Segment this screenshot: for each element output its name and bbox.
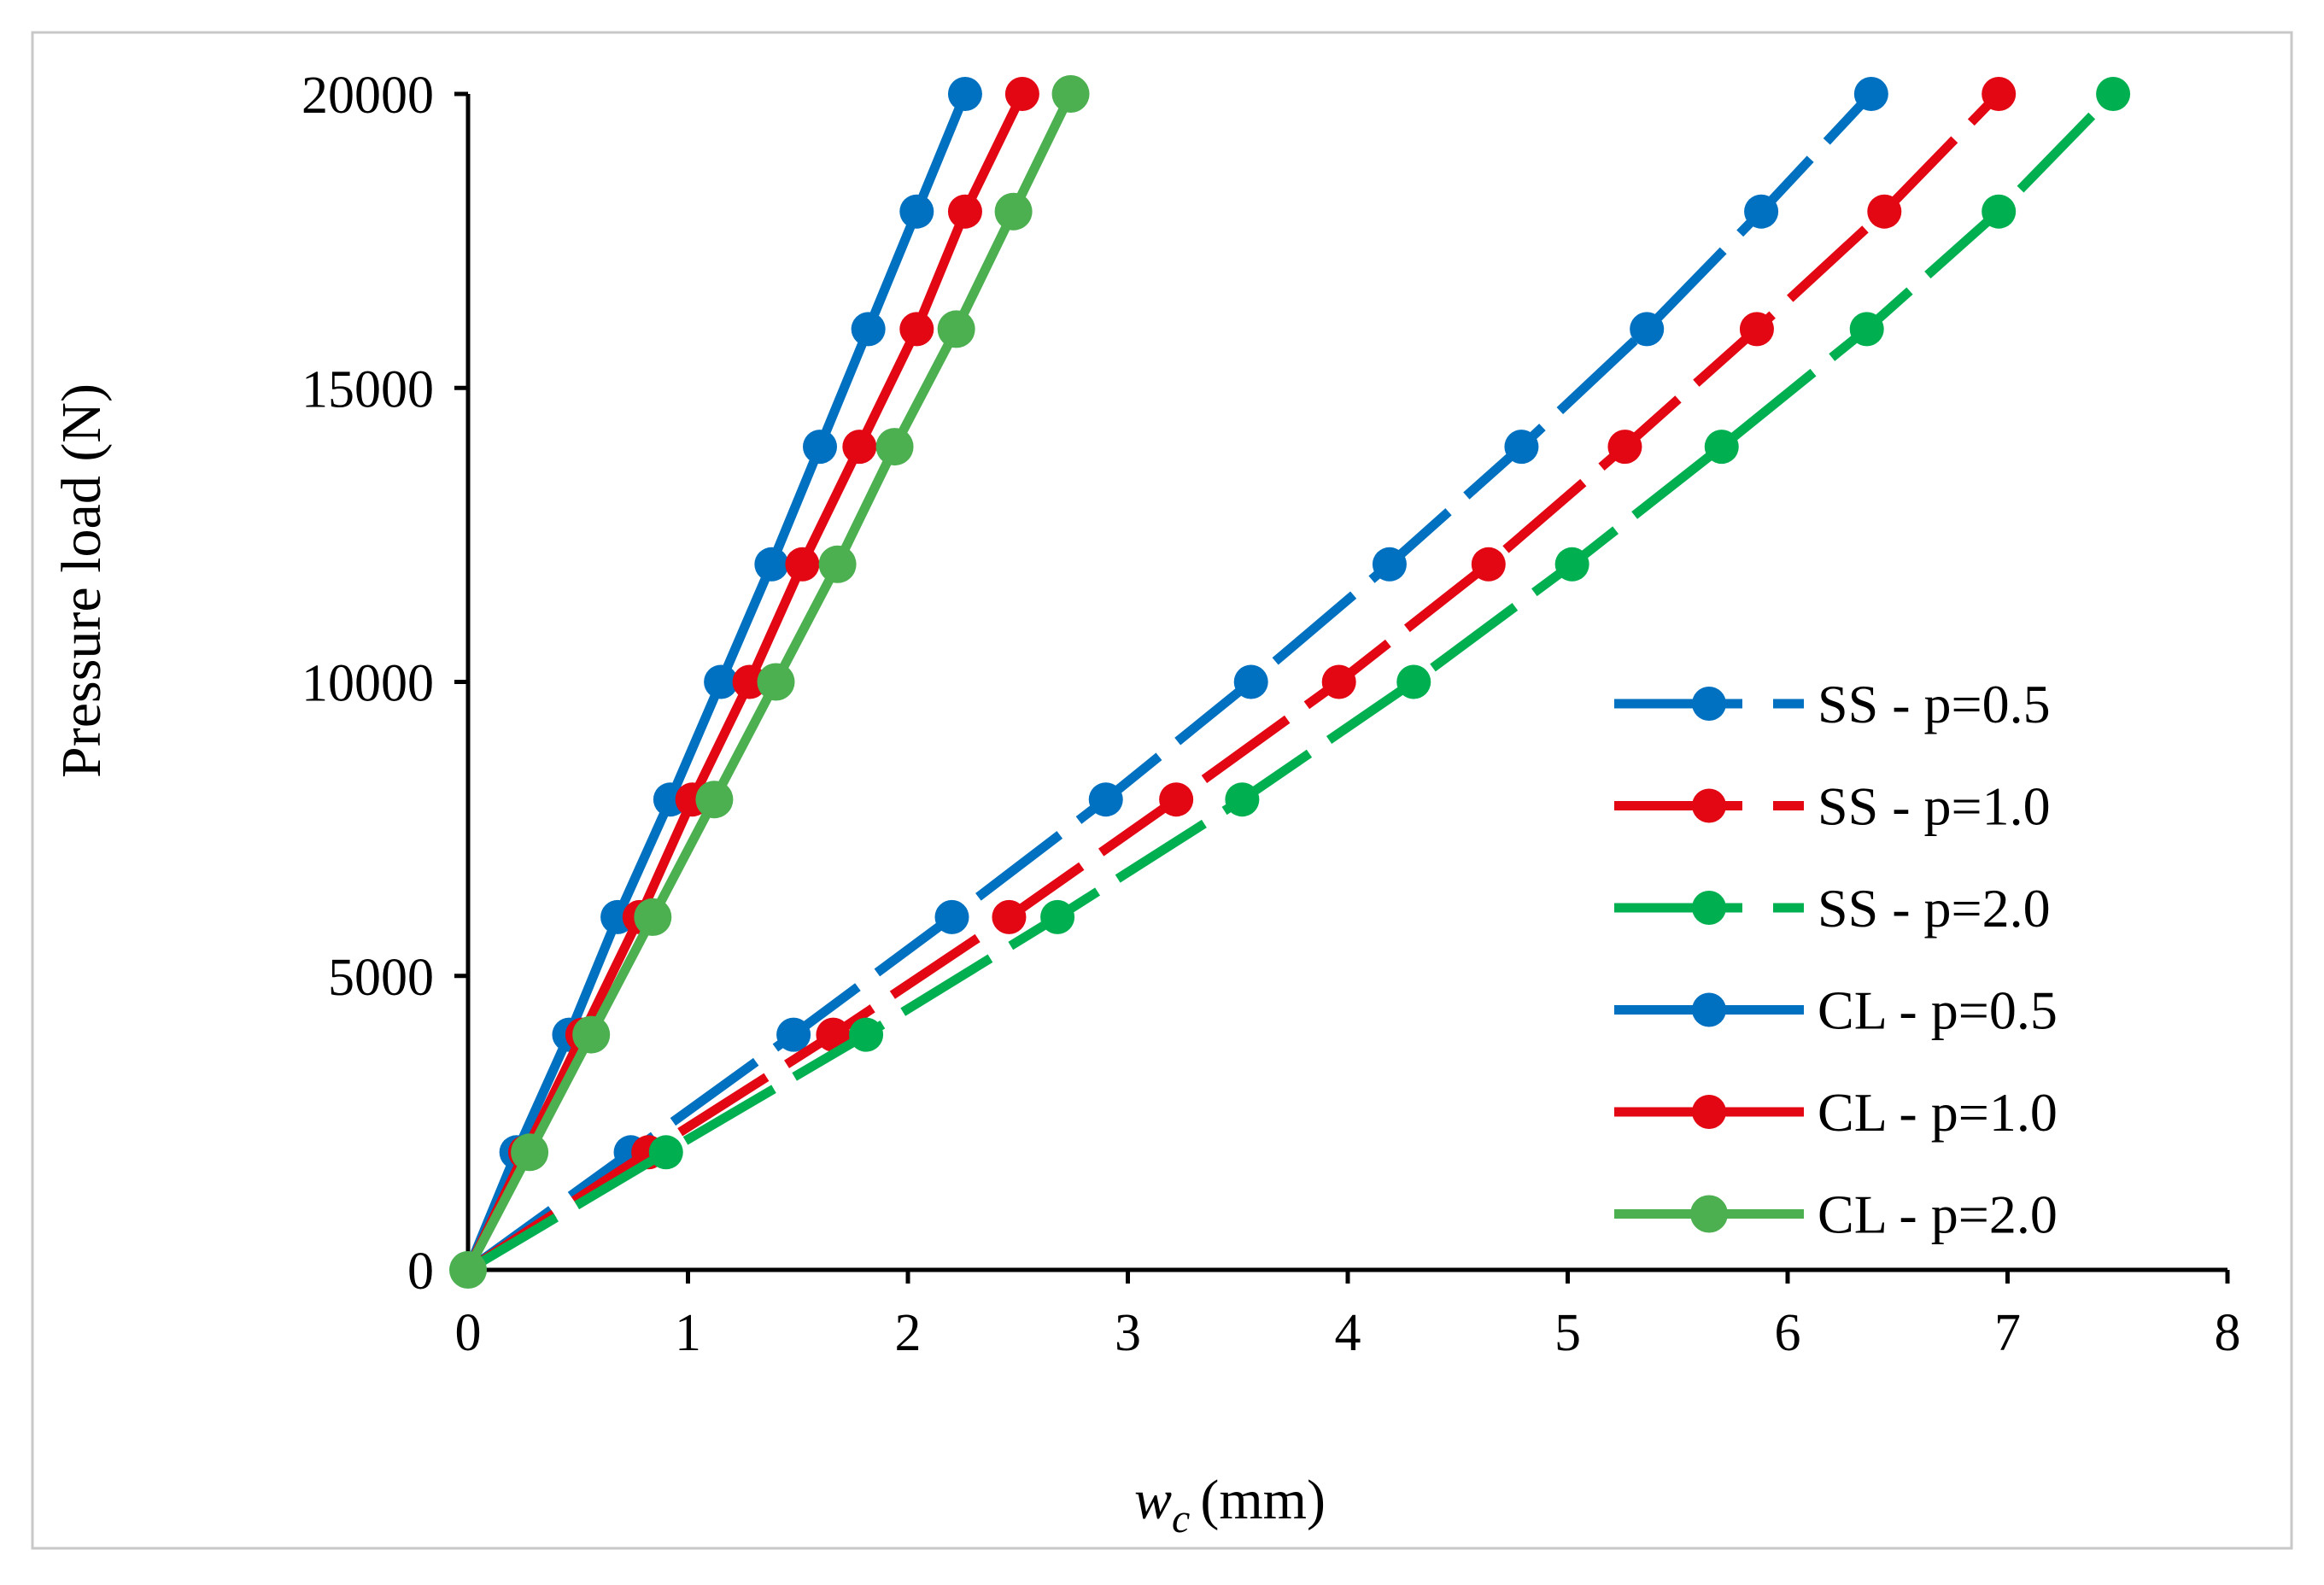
data-point xyxy=(1321,664,1356,699)
data-point xyxy=(803,430,837,465)
data-point xyxy=(648,1135,683,1170)
data-point xyxy=(704,664,739,699)
data-point xyxy=(785,547,820,582)
data-point xyxy=(992,899,1027,934)
data-point xyxy=(934,899,969,934)
data-point xyxy=(1704,430,1739,465)
y-tick-label: 10000 xyxy=(301,655,434,713)
data-point xyxy=(816,1017,851,1052)
data-point xyxy=(851,312,886,347)
legend-entry: SS - p=1.0 xyxy=(1614,776,2051,837)
series-line xyxy=(465,91,2117,1274)
legend-marker xyxy=(1692,687,1726,721)
x-tick-label: 6 xyxy=(1775,1304,1801,1362)
y-tick-label: 0 xyxy=(407,1243,434,1301)
data-point xyxy=(1853,77,1888,111)
legend-label: SS - p=1.0 xyxy=(1818,776,2051,837)
legend-marker xyxy=(1692,992,1726,1027)
y-tick-label: 5000 xyxy=(328,949,434,1007)
legend-entry: SS - p=2.0 xyxy=(1614,878,2051,939)
data-point xyxy=(732,664,767,699)
data-point xyxy=(1554,547,1589,582)
data-point xyxy=(776,1017,811,1052)
legend-label: SS - p=2.0 xyxy=(1818,878,2051,939)
plot-area xyxy=(449,75,2131,1289)
data-point xyxy=(1607,430,1642,465)
data-point xyxy=(695,781,734,819)
data-point xyxy=(1372,547,1407,582)
data-point xyxy=(757,663,795,701)
x-tick-label: 4 xyxy=(1335,1304,1361,1362)
legend: SS - p=0.5 SS - p=1.0 SS - p=2.0 CL - p=0.5… xyxy=(1614,674,2058,1245)
axes: 0 5000 10000 15000 20000 0 1 2 3 4 5 6 7 8 xyxy=(301,67,2241,1362)
data-point xyxy=(994,192,1033,231)
data-point xyxy=(875,428,914,466)
data-point xyxy=(511,1133,549,1172)
series-ss-p-2-0 xyxy=(451,77,2131,1287)
x-tick-label: 0 xyxy=(455,1304,482,1362)
x-tick-label: 2 xyxy=(895,1304,922,1362)
data-point xyxy=(899,194,934,229)
data-point xyxy=(1982,194,2017,229)
legend-entry: CL - p=0.5 xyxy=(1614,980,2058,1041)
data-point xyxy=(1739,312,1774,347)
data-point xyxy=(572,1015,611,1054)
legend-label: CL - p=0.5 xyxy=(1818,980,2058,1041)
data-point xyxy=(818,545,857,583)
data-point xyxy=(1982,77,2017,111)
legend-marker xyxy=(1692,1095,1726,1129)
y-tick-label: 20000 xyxy=(301,67,434,125)
data-point xyxy=(937,310,975,348)
x-tick-label: 7 xyxy=(1994,1304,2021,1362)
data-point xyxy=(849,1017,884,1052)
data-point xyxy=(1630,312,1665,347)
data-point xyxy=(449,1251,487,1289)
data-point xyxy=(1504,430,1539,465)
x-tick-label: 1 xyxy=(675,1304,701,1362)
legend-label: SS - p=0.5 xyxy=(1818,674,2051,734)
legend-entry: CL - p=2.0 xyxy=(1614,1184,2058,1245)
legend-entry: SS - p=0.5 xyxy=(1614,674,2051,734)
x-tick-label: 5 xyxy=(1554,1304,1581,1362)
legend-marker xyxy=(1692,891,1726,925)
legend-label: CL - p=2.0 xyxy=(1818,1184,2058,1245)
data-point xyxy=(1849,312,1884,347)
data-point xyxy=(1396,664,1431,699)
data-point xyxy=(1867,194,1902,229)
legend-marker xyxy=(1690,1195,1728,1233)
data-point xyxy=(842,430,877,465)
data-point xyxy=(947,194,982,229)
data-point xyxy=(634,898,672,936)
data-point xyxy=(1159,782,1194,817)
data-point xyxy=(1051,75,1090,113)
legend-label: CL - p=1.0 xyxy=(1818,1082,2058,1143)
data-point xyxy=(1040,899,1075,934)
data-point xyxy=(754,547,789,582)
data-point xyxy=(1744,194,1779,229)
y-tick-label: 15000 xyxy=(301,360,434,418)
data-point xyxy=(2096,77,2131,111)
legend-entry: CL - p=1.0 xyxy=(1614,1082,2058,1143)
x-tick-label: 3 xyxy=(1115,1304,1141,1362)
data-point xyxy=(947,77,982,111)
data-point xyxy=(1471,547,1506,582)
data-point xyxy=(1233,664,1268,699)
x-axis-title-subscript: c xyxy=(1172,1496,1190,1541)
x-axis-title: wc (mm) xyxy=(1134,1469,1326,1541)
legend-marker xyxy=(1692,788,1726,823)
y-axis-title: Pressure load (N) xyxy=(50,383,113,778)
data-point xyxy=(1004,77,1039,111)
x-axis-title-unit: (mm) xyxy=(1200,1469,1326,1531)
data-point xyxy=(1225,782,1260,817)
x-axis-title-symbol: w xyxy=(1134,1469,1172,1531)
x-tick-label: 8 xyxy=(2215,1304,2241,1362)
data-point xyxy=(899,312,934,347)
data-point xyxy=(1088,782,1123,817)
series-cl-p-2-0 xyxy=(449,75,1090,1289)
